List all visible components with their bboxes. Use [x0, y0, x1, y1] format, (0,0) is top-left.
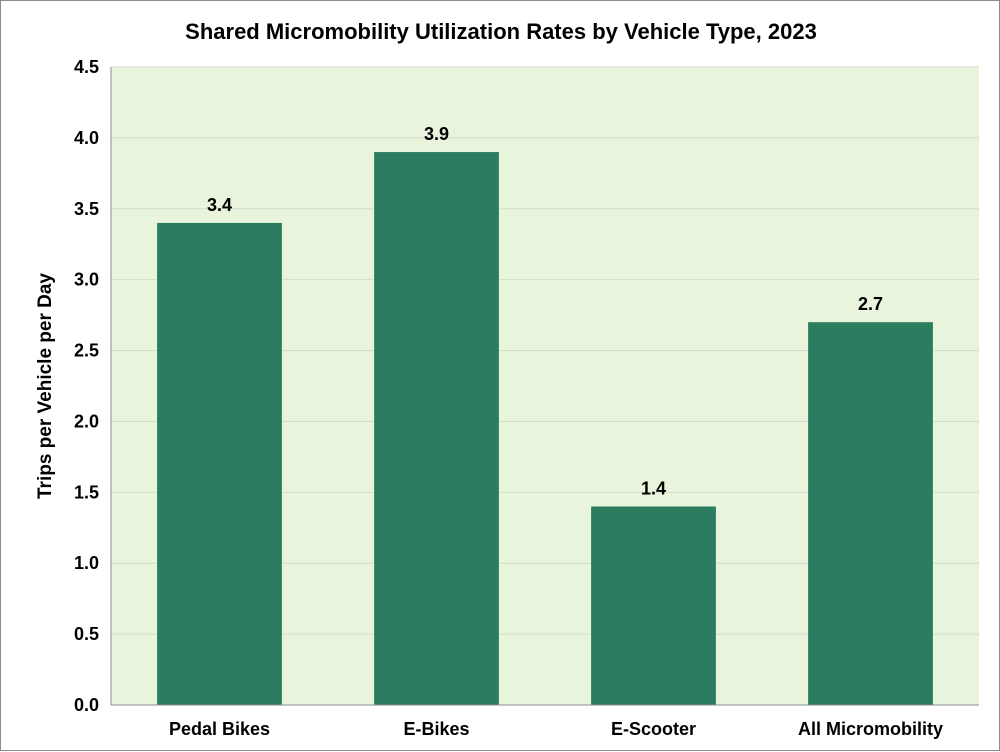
- data-label: 3.9: [424, 124, 449, 144]
- data-label: 3.4: [207, 195, 232, 215]
- chart-title: Shared Micromobility Utilization Rates b…: [185, 19, 817, 44]
- y-tick-label: 3.0: [74, 270, 99, 290]
- bars: [157, 152, 933, 706]
- x-category-label: E-Bikes: [403, 719, 469, 739]
- bar: [374, 152, 499, 706]
- y-tick-label: 2.0: [74, 411, 99, 431]
- bar: [808, 322, 933, 705]
- x-category-label: Pedal Bikes: [169, 719, 270, 739]
- y-tick-label: 3.5: [74, 199, 99, 219]
- y-tick-label: 0.5: [74, 624, 99, 644]
- bar: [157, 222, 282, 705]
- y-axis-ticks: 0.0 0.5 1.0 1.5 2.0 2.5 3.0 3.5 4.0 4.5: [74, 57, 99, 715]
- y-axis-label: Trips per Vehicle per Day: [35, 273, 56, 499]
- x-axis-categories: Pedal Bikes E-Bikes E-Scooter All Micromobi…: [169, 719, 943, 739]
- y-tick-label: 0.0: [74, 695, 99, 715]
- y-tick-label: 1.5: [74, 482, 99, 502]
- data-label: 2.7: [858, 294, 883, 314]
- y-tick-label: 1.0: [74, 553, 99, 573]
- y-tick-label: 4.0: [74, 128, 99, 148]
- data-label: 1.4: [641, 479, 666, 499]
- y-tick-label: 2.5: [74, 341, 99, 361]
- x-category-label: E-Scooter: [611, 719, 696, 739]
- x-category-label: All Micromobility: [798, 719, 943, 739]
- data-labels: 3.4 3.9 1.4 2.7: [207, 124, 883, 498]
- bar: [591, 506, 716, 705]
- y-tick-label: 4.5: [74, 57, 99, 77]
